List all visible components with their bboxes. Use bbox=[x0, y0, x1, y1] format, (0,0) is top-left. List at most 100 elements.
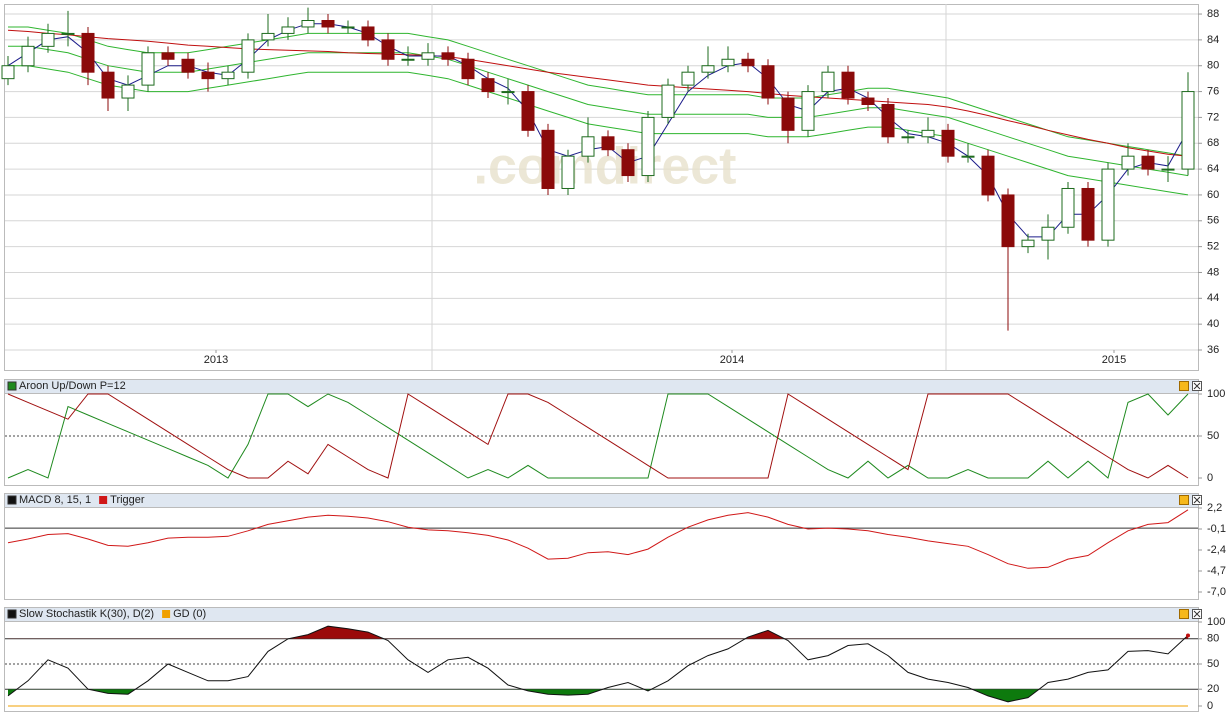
y-tick-label: 80 bbox=[1207, 60, 1219, 72]
candle-body bbox=[121, 84, 135, 99]
panel-title: MACD 8, 15, 1 bbox=[19, 494, 91, 506]
candle-body bbox=[541, 129, 555, 189]
candle-body bbox=[181, 58, 195, 73]
candle-body bbox=[1141, 155, 1155, 170]
x-tick-label: 2013 bbox=[204, 354, 228, 366]
candle-body bbox=[621, 149, 635, 177]
candle-body bbox=[1101, 168, 1115, 241]
candle-body bbox=[701, 65, 715, 73]
candle-body bbox=[401, 58, 415, 61]
legend-swatch bbox=[162, 610, 171, 618]
y-tick-label: 88 bbox=[1207, 8, 1219, 20]
candle-body bbox=[481, 78, 495, 93]
y-tick-label: 76 bbox=[1207, 85, 1219, 97]
y-tick-label: 40 bbox=[1207, 318, 1219, 330]
overlay-line bbox=[8, 45, 1189, 177]
candle-body bbox=[1041, 226, 1055, 241]
y-tick-label: -4,7 bbox=[1207, 565, 1226, 577]
oversold-fill bbox=[8, 689, 1040, 702]
close-x bbox=[1193, 496, 1201, 504]
series-line bbox=[7, 509, 1189, 569]
y-tick-label: 64 bbox=[1207, 163, 1219, 175]
overlay-line bbox=[8, 65, 1189, 196]
candle-body bbox=[821, 71, 835, 93]
candle-body bbox=[321, 20, 335, 28]
candle-body bbox=[1181, 91, 1195, 170]
candle-body bbox=[1, 65, 15, 80]
legend-swatch bbox=[99, 496, 108, 504]
y-tick-label: -2,4 bbox=[1207, 544, 1226, 556]
candle-body bbox=[941, 129, 955, 157]
candle-body bbox=[1161, 168, 1175, 171]
candle-body bbox=[801, 91, 815, 131]
overlay-line bbox=[8, 26, 1189, 157]
candle-body bbox=[301, 20, 315, 28]
y-tick-label: 60 bbox=[1207, 189, 1219, 201]
candle-body bbox=[761, 65, 775, 99]
title-icon bbox=[7, 609, 17, 619]
aroon-panel bbox=[4, 379, 1199, 486]
candle-body bbox=[461, 58, 475, 80]
y-tick-label: 52 bbox=[1207, 241, 1219, 253]
macd-panel bbox=[4, 493, 1199, 600]
candle-body bbox=[141, 52, 155, 86]
candle-body bbox=[641, 116, 655, 177]
candle-body bbox=[861, 97, 875, 105]
macd-header bbox=[4, 493, 1199, 508]
legend-label: GD (0) bbox=[173, 608, 206, 620]
y-tick-label: 72 bbox=[1207, 111, 1219, 123]
y-tick-label: 68 bbox=[1207, 137, 1219, 149]
candle-body bbox=[361, 26, 375, 41]
y-tick-label: -7,0 bbox=[1207, 586, 1226, 598]
candle-body bbox=[261, 32, 275, 41]
candle-body bbox=[241, 39, 255, 73]
candle-body bbox=[381, 39, 395, 60]
candle-body bbox=[741, 58, 755, 67]
y-tick-label: 50 bbox=[1207, 658, 1219, 670]
candle-body bbox=[81, 32, 95, 73]
y-tick-label: -0,1 bbox=[1207, 523, 1226, 535]
candle-body bbox=[901, 136, 915, 139]
y-tick-label: 56 bbox=[1207, 215, 1219, 227]
candle-body bbox=[21, 45, 35, 67]
y-tick-label: 100 bbox=[1207, 388, 1225, 400]
candle-body bbox=[1021, 239, 1035, 248]
candle-body bbox=[561, 155, 575, 189]
candle-body bbox=[221, 71, 235, 80]
header-icons bbox=[1179, 381, 1202, 619]
settings-icon[interactable] bbox=[1179, 609, 1189, 619]
title-icon bbox=[7, 381, 17, 391]
close-x bbox=[1193, 610, 1201, 618]
settings-icon[interactable] bbox=[1179, 381, 1189, 391]
close-x bbox=[1193, 382, 1201, 390]
candle-body bbox=[61, 32, 75, 35]
overbought-fill bbox=[288, 626, 1188, 639]
candle-body bbox=[161, 52, 175, 60]
y-tick-label: 36 bbox=[1207, 344, 1219, 356]
settings-icon[interactable] bbox=[1179, 495, 1189, 505]
y-tick-label: 100 bbox=[1207, 616, 1225, 628]
candle-body bbox=[1121, 155, 1135, 170]
candle-body bbox=[921, 129, 935, 138]
series-line bbox=[7, 393, 1189, 479]
candle-body bbox=[841, 71, 855, 99]
candle-body bbox=[501, 91, 515, 94]
candle-body bbox=[41, 32, 55, 47]
x-tick-label: 2014 bbox=[720, 354, 744, 366]
candle-body bbox=[521, 91, 535, 131]
candle-body bbox=[1001, 194, 1015, 248]
y-tick-label: 2,2 bbox=[1207, 502, 1222, 514]
panel-title: Slow Stochastik K(30), D(2) bbox=[19, 608, 154, 620]
y-tick-label: 20 bbox=[1207, 683, 1219, 695]
candle-body bbox=[581, 136, 595, 157]
candle-body bbox=[281, 26, 295, 34]
y-tick-label: 0 bbox=[1207, 472, 1213, 484]
y-tick-label: 44 bbox=[1207, 292, 1219, 304]
series-line bbox=[7, 393, 1189, 479]
candle-body bbox=[601, 136, 615, 151]
title-icon bbox=[7, 495, 17, 505]
candle-body bbox=[1081, 187, 1095, 241]
legend-label: Trigger bbox=[110, 494, 145, 506]
candle-body bbox=[961, 155, 975, 158]
